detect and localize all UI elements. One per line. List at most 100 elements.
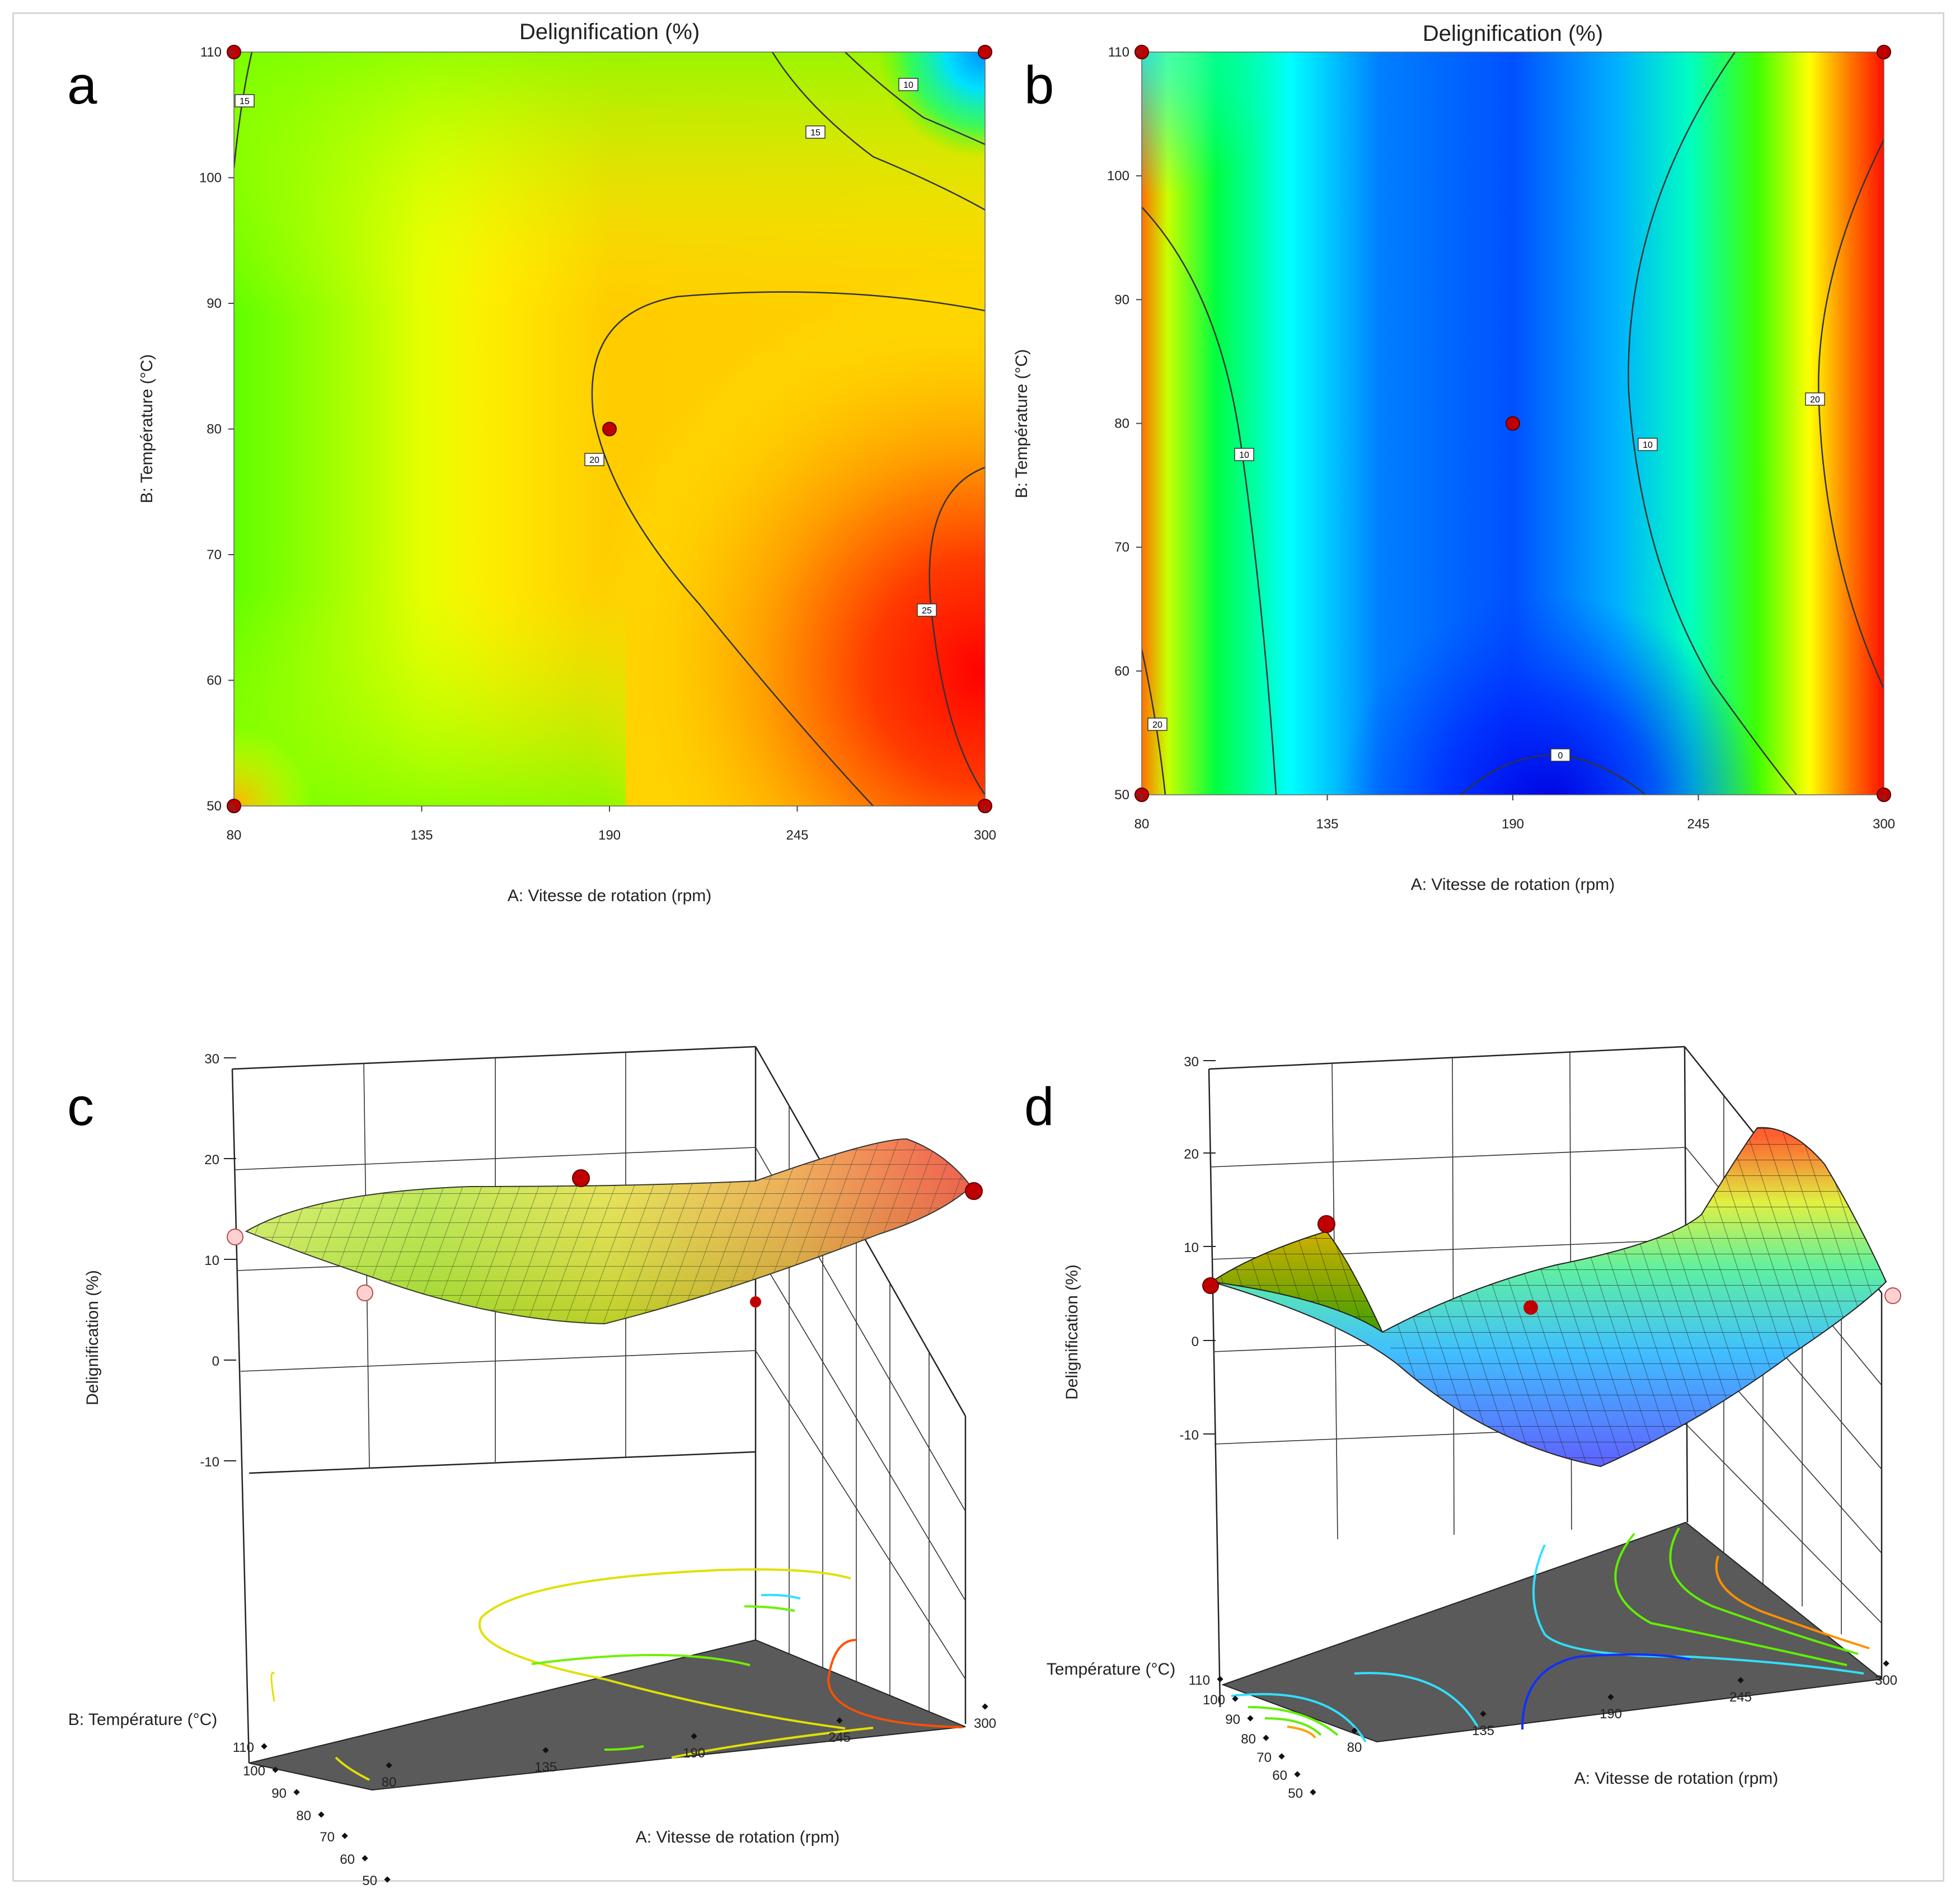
x-tick-label: 245 xyxy=(786,828,808,843)
y-tick-mark xyxy=(1232,1695,1239,1702)
y-tick-mark xyxy=(272,1766,279,1773)
x-tick-mark xyxy=(1737,1677,1744,1684)
x-tick-label: 190 xyxy=(1502,817,1524,832)
design-point xyxy=(602,421,617,437)
contour-label: 10 xyxy=(903,81,913,90)
panel-b-contour-labels: 20 10 0 10 20 xyxy=(1147,392,1825,762)
x-tick-label: 300 xyxy=(974,1716,996,1731)
panel-b-title: Delignification (%) xyxy=(1423,21,1603,46)
z-tick-label: 30 xyxy=(204,1052,219,1067)
panel-b-x-ticks: 80 135 190 245 300 xyxy=(1134,795,1895,832)
y-tick-label: 70 xyxy=(320,1830,335,1845)
design-point xyxy=(357,1285,373,1301)
panel-c-design-points xyxy=(227,1169,983,1307)
y-tick-label: 50 xyxy=(362,1873,377,1888)
panel-a-y-ticks: 50 60 70 80 90 100 110 xyxy=(199,45,234,814)
y-tick-label: 110 xyxy=(233,1740,254,1755)
z-tick-label: 30 xyxy=(1184,1054,1199,1070)
x-tick-mark xyxy=(1883,1660,1889,1667)
contour-label: 20 xyxy=(589,456,599,465)
z-tick-label: 20 xyxy=(1184,1147,1199,1162)
design-point xyxy=(227,1229,243,1245)
x-tick-mark xyxy=(1351,1727,1358,1734)
panel-a-x-label: A: Vitesse de rotation (rpm) xyxy=(508,887,712,905)
y-tick-label: 60 xyxy=(1114,664,1129,679)
y-tick-label: 90 xyxy=(1225,1712,1240,1727)
y-tick-mark xyxy=(1247,1715,1254,1722)
figure-frame xyxy=(12,12,1944,1882)
y-tick-mark xyxy=(293,1789,300,1796)
x-tick-label: 300 xyxy=(1875,1673,1897,1688)
contour-label: 0 xyxy=(1558,751,1563,761)
panel-d-x-ticks: 80 135 190 245 300 xyxy=(1347,1660,1897,1755)
y-tick-mark xyxy=(261,1743,268,1750)
y-tick-mark xyxy=(1263,1735,1269,1741)
design-point xyxy=(1523,1300,1538,1315)
y-tick-label: 110 xyxy=(200,45,222,60)
design-point xyxy=(1884,1287,1901,1304)
panel-letter-b: b xyxy=(1024,55,1054,115)
y-tick-label: 60 xyxy=(207,673,222,688)
panel-a-heatmap xyxy=(234,52,985,806)
contour-label: 25 xyxy=(922,606,932,616)
y-tick-label: 80 xyxy=(296,1808,311,1824)
panel-b-y-label: B: Température (°C) xyxy=(1012,349,1031,499)
y-tick-label: 100 xyxy=(1107,168,1129,184)
y-tick-mark xyxy=(1310,1789,1316,1796)
panel-d-y-label: Température (°C) xyxy=(1047,1660,1175,1679)
panel-c-z-ticks: 30 20 10 0 -10 xyxy=(200,1052,236,1470)
x-tick-label: 245 xyxy=(828,1730,851,1745)
x-tick-label: 80 xyxy=(382,1775,397,1790)
panel-d-z-label: Delignification (%) xyxy=(1063,1264,1081,1400)
y-tick-label: 80 xyxy=(1114,416,1129,432)
z-tick-label: 20 xyxy=(204,1152,219,1168)
panel-a-contour-labels: 15 10 15 20 25 xyxy=(235,78,937,617)
y-tick-label: 70 xyxy=(207,547,222,563)
contour-label: 20 xyxy=(1810,395,1820,405)
design-point xyxy=(1202,1277,1219,1294)
design-point xyxy=(978,45,992,59)
z-tick-label: 0 xyxy=(212,1354,219,1369)
panel-letter-c: c xyxy=(67,1077,94,1137)
panel-c: c xyxy=(67,1046,996,1888)
y-tick-label: 100 xyxy=(199,171,222,186)
y-tick-mark xyxy=(1217,1676,1223,1682)
panel-d: d xyxy=(1024,1046,1901,1801)
x-tick-label: 80 xyxy=(1347,1740,1362,1755)
panel-c-floor-plane xyxy=(248,1568,966,1791)
x-tick-label: 135 xyxy=(410,828,433,843)
x-tick-mark xyxy=(1607,1694,1614,1700)
z-tick-label: 10 xyxy=(1184,1240,1199,1255)
panel-a: a Delignification (%) 15 10 15 xyxy=(67,20,996,905)
y-tick-mark xyxy=(341,1832,348,1839)
y-tick-label: 70 xyxy=(1256,1750,1272,1765)
x-tick-label: 245 xyxy=(1687,817,1709,832)
panel-d-z-ticks: 30 20 10 0 -10 xyxy=(1179,1054,1216,1443)
panel-a-contours xyxy=(234,52,985,806)
panel-c-y-ticks: 110 100 90 80 70 60 50 xyxy=(233,1740,391,1888)
y-tick-mark xyxy=(318,1811,325,1818)
design-point xyxy=(1877,45,1891,59)
panel-c-x-ticks: 80 135 190 245 300 xyxy=(382,1703,996,1790)
y-tick-label: 100 xyxy=(1203,1693,1225,1708)
x-tick-label: 190 xyxy=(683,1746,705,1761)
y-tick-mark xyxy=(1294,1771,1301,1778)
x-tick-label: 80 xyxy=(227,828,242,843)
panel-c-surface xyxy=(245,1138,972,1325)
x-tick-label: 300 xyxy=(1873,817,1895,832)
x-tick-mark xyxy=(982,1703,988,1710)
x-tick-mark xyxy=(691,1733,697,1740)
z-tick-label: -10 xyxy=(200,1455,219,1470)
y-tick-label: 80 xyxy=(207,422,222,437)
y-tick-mark xyxy=(362,1855,368,1862)
y-tick-label: 50 xyxy=(1288,1786,1303,1801)
x-tick-mark xyxy=(386,1762,392,1769)
y-tick-label: 90 xyxy=(1114,292,1129,307)
z-tick-label: -10 xyxy=(1179,1428,1199,1443)
y-tick-label: 50 xyxy=(207,799,222,814)
panel-b-x-label: A: Vitesse de rotation (rpm) xyxy=(1411,875,1615,894)
y-tick-mark xyxy=(1278,1753,1285,1760)
x-tick-label: 190 xyxy=(598,828,621,843)
